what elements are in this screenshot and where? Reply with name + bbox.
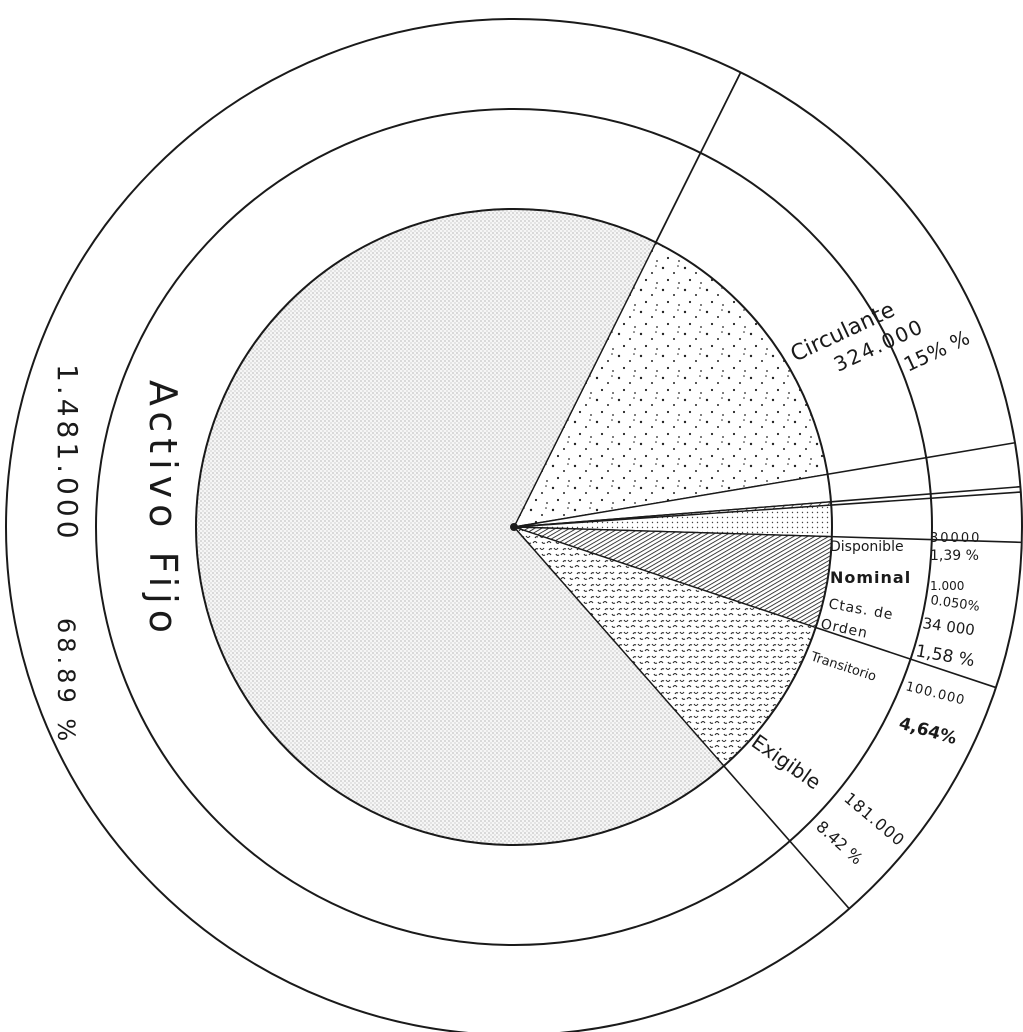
ring-divider-line	[827, 441, 1016, 476]
activo-fijo-value: 1.481.000	[51, 364, 84, 543]
exigible-percent: 8.42 %	[812, 817, 866, 869]
transitorio-value: 100.000	[904, 679, 967, 708]
disponible-value: 30000	[930, 531, 981, 546]
exigible-label: Exigible	[747, 729, 825, 794]
outer-ring	[5, 18, 1023, 1032]
ring-divider-line	[831, 491, 1021, 506]
ctas-de-orden-percent: 1,58 %	[914, 641, 976, 671]
ring-divider-line	[655, 72, 742, 243]
ring-divider-line	[723, 765, 850, 910]
disponible-label: Disponible	[830, 539, 904, 555]
ring-dividers	[655, 72, 1022, 910]
disponible-percent: 1,39 %	[930, 548, 979, 564]
activo-fijo-label: Activo Fijo	[141, 380, 185, 639]
middle-ring	[95, 108, 933, 946]
nominal-percent: 0.050%	[929, 593, 980, 615]
nominal-label: Nominal	[830, 568, 911, 587]
transitorio-label: Transitorio	[808, 649, 878, 685]
center-point	[510, 523, 518, 531]
pie-slices	[195, 208, 833, 846]
inner-circle-border	[195, 208, 833, 846]
activo-fijo-percent: 68.89 %	[52, 618, 80, 745]
nominal-value: 1.000	[930, 579, 964, 593]
ring-divider-line	[830, 485, 1021, 503]
ring-divider-line	[815, 626, 997, 689]
ctas-de-orden-value: 34 000	[921, 614, 975, 639]
transitorio-percent: 4,64%	[897, 714, 959, 749]
ctas-de-orden-label-line2: Orden	[819, 616, 869, 642]
ring-divider-line	[831, 535, 1022, 544]
